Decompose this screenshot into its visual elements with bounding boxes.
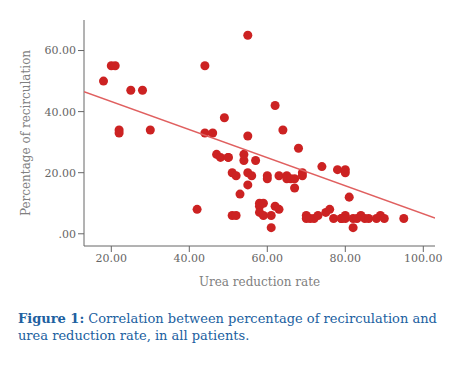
- svg-text:20.00: 20.00: [96, 252, 128, 265]
- svg-text:60.00: 60.00: [45, 44, 77, 57]
- svg-text:Percentage of recirculation: Percentage of recirculation: [19, 50, 33, 216]
- svg-text:60.00: 60.00: [252, 252, 284, 265]
- svg-text:40.00: 40.00: [45, 106, 77, 119]
- svg-text:80.00: 80.00: [330, 252, 362, 265]
- svg-text:40.00: 40.00: [174, 252, 206, 265]
- svg-text:100.00: 100.00: [404, 252, 443, 265]
- html-text:Figure 1: Correlation between: Figure 1: Correlation between percentage…: [18, 311, 437, 343]
- svg-text:.00: .00: [59, 228, 77, 241]
- svg-text:20.00: 20.00: [45, 167, 77, 180]
- svg-text:Urea reduction rate: Urea reduction rate: [199, 275, 320, 289]
